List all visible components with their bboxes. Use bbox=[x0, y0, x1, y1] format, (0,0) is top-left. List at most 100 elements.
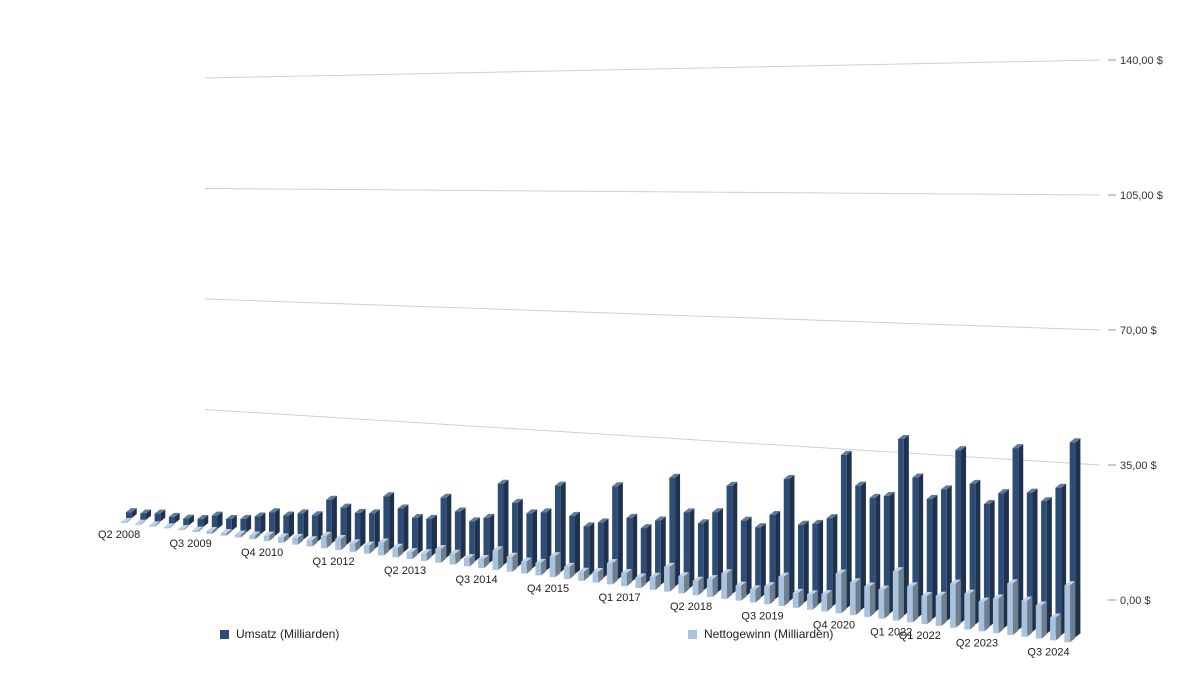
bar-net-income-front bbox=[335, 538, 341, 551]
bar-net-income-top bbox=[177, 525, 189, 530]
bar-revenue-top bbox=[554, 481, 566, 486]
bar-revenue-side bbox=[875, 493, 881, 612]
bar-revenue-front bbox=[268, 512, 275, 537]
bar-revenue-side bbox=[303, 509, 309, 540]
bar-net-income bbox=[921, 592, 933, 625]
bar-net-income-side bbox=[426, 549, 432, 561]
bar-revenue bbox=[612, 482, 623, 580]
bar-revenue-top bbox=[569, 511, 580, 516]
bar-net-income bbox=[492, 546, 504, 570]
y-tick-label: 0,00 $ bbox=[1120, 595, 1151, 607]
bar-net-income bbox=[749, 585, 761, 603]
bar-revenue bbox=[126, 508, 137, 518]
bar-revenue-top bbox=[483, 513, 495, 518]
bar-net-income bbox=[135, 519, 146, 525]
bar-revenue bbox=[540, 508, 552, 571]
bar-revenue-side bbox=[131, 508, 137, 518]
bar-revenue bbox=[626, 513, 638, 582]
bar-revenue bbox=[912, 473, 924, 618]
bar-net-income-front bbox=[592, 572, 599, 583]
bar-net-income bbox=[1021, 596, 1033, 637]
bar-net-income-front bbox=[192, 530, 198, 533]
bar-net-income-top bbox=[892, 567, 904, 572]
bar-revenue-side bbox=[603, 518, 609, 578]
bar-net-income bbox=[363, 541, 375, 554]
bar-net-income-top bbox=[1007, 579, 1018, 584]
bar-net-income-front bbox=[478, 558, 484, 569]
bar-net-income-front bbox=[406, 552, 413, 560]
bar-net-income-side bbox=[769, 582, 775, 605]
bar-revenue-side bbox=[589, 522, 595, 576]
bar-net-income-side bbox=[841, 569, 847, 614]
bar-net-income-front bbox=[392, 547, 399, 558]
bar-revenue-side bbox=[760, 523, 766, 598]
bar-revenue bbox=[369, 509, 380, 549]
bar-net-income-side bbox=[283, 533, 289, 543]
bar-revenue-top bbox=[340, 503, 352, 508]
bar-net-income-top bbox=[406, 548, 418, 553]
bar-revenue-front bbox=[397, 508, 404, 553]
bar-net-income-front bbox=[864, 586, 870, 617]
bar-net-income bbox=[635, 573, 647, 589]
bar-revenue-front bbox=[369, 513, 375, 549]
bar-revenue-top bbox=[697, 519, 709, 524]
bar-revenue bbox=[855, 481, 866, 611]
x-category-label: Q2 2023 bbox=[956, 637, 998, 649]
bar-net-income-front bbox=[120, 522, 127, 523]
bar-net-income-front bbox=[420, 553, 427, 561]
bar-net-income bbox=[349, 539, 361, 552]
bar-net-income-front bbox=[664, 566, 670, 592]
bar-net-income-top bbox=[192, 526, 203, 531]
bar-net-income-side bbox=[369, 541, 375, 554]
bar-net-income bbox=[764, 582, 775, 605]
bar-revenue-top bbox=[254, 512, 266, 517]
legend-swatch-net-income bbox=[688, 629, 697, 639]
bar-net-income-side bbox=[612, 559, 618, 585]
bar-revenue bbox=[226, 514, 237, 531]
bar-net-income-side bbox=[712, 575, 718, 598]
bar-net-income-top bbox=[521, 557, 532, 562]
bar-net-income-top bbox=[392, 543, 404, 548]
bar-net-income-top bbox=[478, 554, 489, 559]
bar-net-income bbox=[778, 572, 790, 607]
bar-net-income-front bbox=[135, 523, 141, 525]
bar-net-income-top bbox=[664, 562, 675, 567]
bars bbox=[120, 434, 1081, 643]
bar-net-income-front bbox=[621, 573, 627, 587]
bar-revenue bbox=[497, 479, 509, 565]
bar-net-income-top bbox=[764, 582, 775, 587]
bar-revenue-front bbox=[840, 454, 847, 609]
bar-revenue bbox=[311, 511, 323, 542]
bar-revenue-front bbox=[912, 477, 919, 618]
bar-revenue-front bbox=[126, 512, 132, 518]
bar-net-income-side bbox=[240, 530, 246, 538]
bar-net-income-front bbox=[549, 556, 556, 578]
bar-revenue-side bbox=[1032, 488, 1038, 632]
bar-net-income-side bbox=[726, 569, 732, 599]
bar-revenue-top bbox=[941, 485, 952, 490]
bar-net-income-top bbox=[263, 531, 275, 536]
bar-revenue-side bbox=[331, 495, 337, 544]
bar-revenue-front bbox=[1026, 492, 1033, 632]
bar-net-income-front bbox=[635, 577, 642, 589]
bar-revenue-side bbox=[746, 516, 752, 596]
bar-revenue-top bbox=[126, 508, 137, 513]
bar-net-income-front bbox=[163, 527, 170, 529]
bar-revenue-front bbox=[669, 477, 676, 587]
bar-revenue-front bbox=[512, 502, 518, 567]
y-tick-label: 140,00 $ bbox=[1120, 55, 1163, 67]
bar-net-income-front bbox=[435, 549, 442, 563]
bar-net-income bbox=[664, 562, 675, 592]
bar-revenue-front bbox=[469, 521, 475, 562]
bar-net-income-side bbox=[998, 594, 1004, 634]
bar-revenue-top bbox=[183, 514, 194, 519]
bar-revenue-top bbox=[1055, 483, 1067, 488]
bar-revenue bbox=[168, 512, 180, 524]
bar-net-income-side bbox=[1012, 579, 1018, 635]
bar-revenue bbox=[583, 522, 595, 576]
bar-revenue-top bbox=[683, 508, 695, 513]
bar-revenue-front bbox=[941, 489, 947, 621]
bar-revenue-top bbox=[540, 508, 552, 513]
bar-net-income-front bbox=[892, 571, 899, 621]
